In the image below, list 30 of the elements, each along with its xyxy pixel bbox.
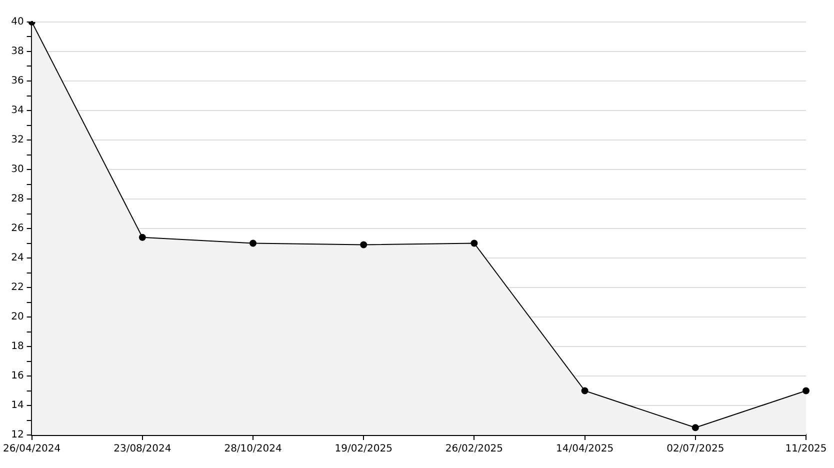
y-tick-label: 20 [11, 312, 24, 323]
y-tick-label: 16 [11, 370, 24, 382]
y-tick-label: 26 [11, 223, 24, 234]
point [360, 241, 368, 248]
x-tick-label: 26/04/2024 [3, 444, 61, 455]
y-tick-label: 40 [11, 16, 24, 28]
x-tick-label: 14/04/2025 [556, 444, 614, 455]
y-tick-label: 12 [11, 430, 24, 441]
point [470, 240, 478, 247]
x-tick-label: 23/08/2024 [114, 444, 172, 455]
point [138, 234, 146, 241]
y-tick-label: 32 [11, 134, 24, 146]
x-tick-label: 11/2025 [785, 444, 827, 455]
point [692, 424, 699, 432]
y-tick-label: 28 [11, 194, 24, 205]
y-tick-label: 24 [11, 252, 24, 264]
y-tick-label: 14 [11, 400, 24, 412]
x-tick-label: 26/02/2025 [445, 444, 504, 455]
point [581, 387, 588, 394]
y-tick-label: 36 [11, 76, 24, 87]
x-tick-label: 19/02/2025 [334, 444, 392, 455]
y-tick-label: 38 [11, 46, 24, 58]
point [250, 240, 257, 247]
x-tick-label: 02/07/2025 [666, 444, 724, 455]
y-tick-label: 18 [11, 341, 24, 352]
point [802, 387, 810, 394]
y-tick-label: 22 [11, 282, 24, 294]
y-tick-label: 30 [11, 164, 24, 176]
x-tick-label: 28/10/2024 [224, 444, 282, 455]
y-tick-label: 34 [11, 105, 24, 116]
